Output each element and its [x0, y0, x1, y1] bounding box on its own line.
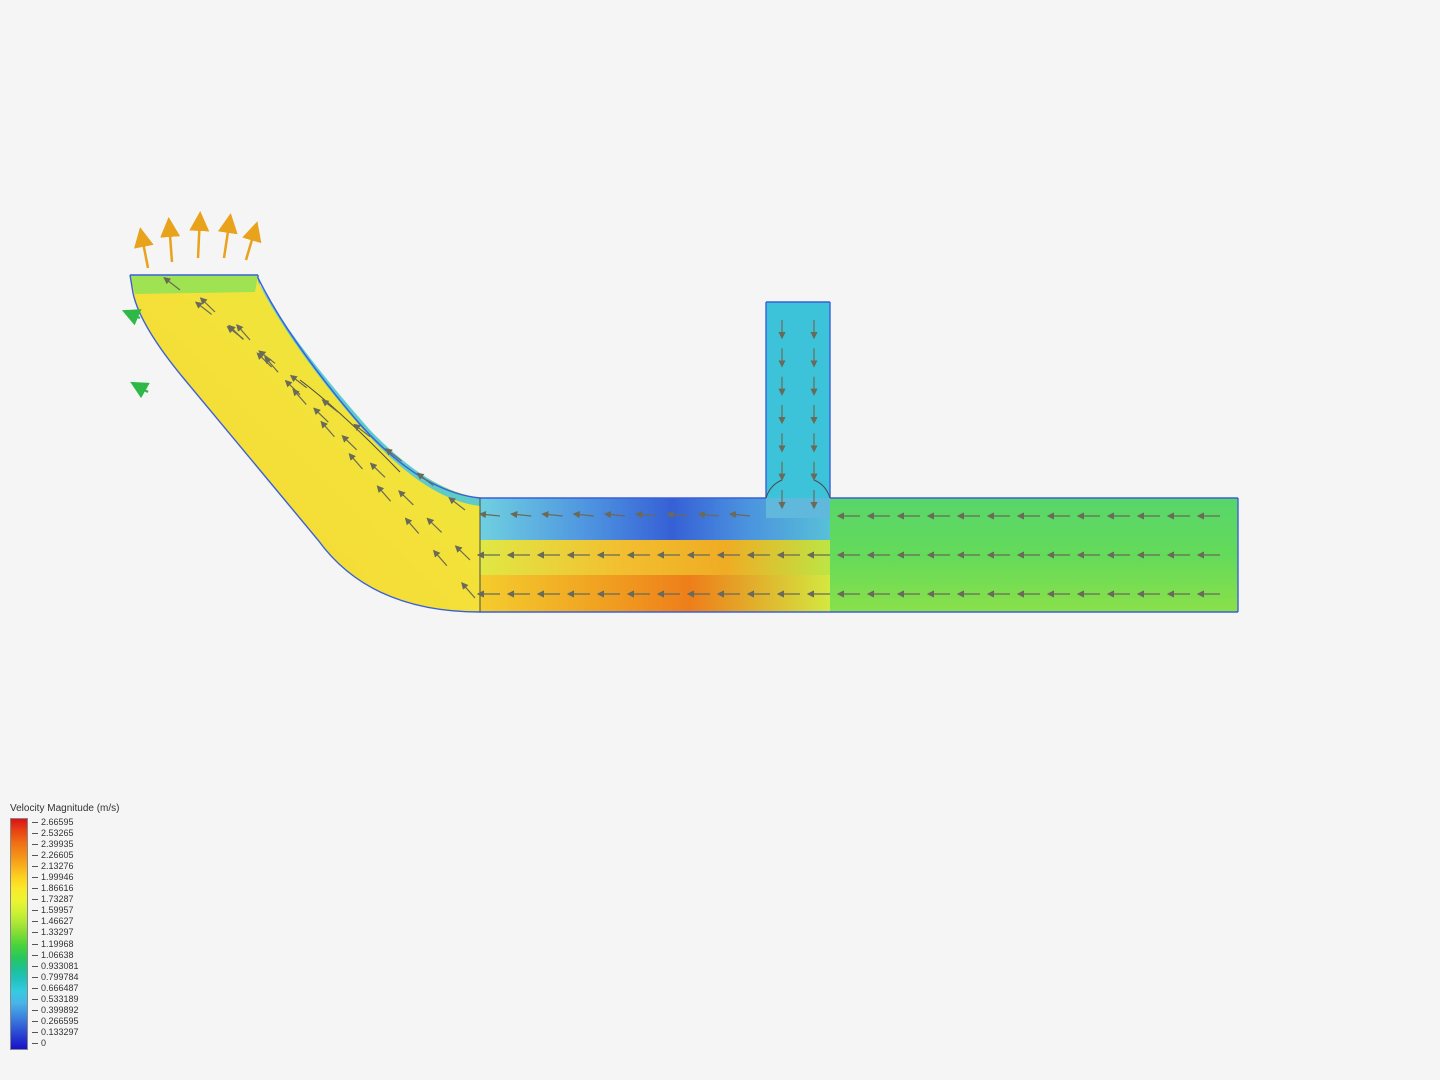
legend-tick: 1.86616: [32, 884, 79, 893]
legend-tick: 0.666487: [32, 984, 79, 993]
legend-tick: 1.59957: [32, 906, 79, 915]
junction-bot-layer: [480, 575, 830, 612]
bend-outlet-tip: [130, 275, 258, 294]
pipe-bend: [130, 275, 480, 612]
legend-tick: 2.39935: [32, 840, 79, 849]
legend-colorbar: [10, 818, 28, 1050]
legend-tick: 1.19968: [32, 940, 79, 949]
legend-tick: 2.53265: [32, 829, 79, 838]
legend-tick: 1.06638: [32, 951, 79, 960]
legend-labels: 2.66595 2.53265 2.39935 2.26605 2.13276 1.999…: [28, 818, 79, 1048]
legend-tick: 2.66595: [32, 818, 79, 827]
cfd-visualization: [0, 0, 1440, 1080]
under-inlet: [766, 498, 830, 518]
legend-tick: 0.266595: [32, 1017, 79, 1026]
legend-tick: 0.933081: [32, 962, 79, 971]
legend-tick: 0.799784: [32, 973, 79, 982]
legend-title: Velocity Magnitude (m/s): [10, 803, 120, 814]
legend-tick: 0.133297: [32, 1028, 79, 1037]
legend-tick: 1.46627: [32, 917, 79, 926]
legend-tick: 0.399892: [32, 1006, 79, 1015]
legend-tick: 2.26605: [32, 851, 79, 860]
pipe-inlet: [766, 302, 830, 498]
legend-tick: 1.99946: [32, 873, 79, 882]
legend-tick: 1.73287: [32, 895, 79, 904]
legend-tick: 0: [32, 1039, 79, 1048]
legend-tick: 0.533189: [32, 995, 79, 1004]
junction-mid-layer: [480, 540, 830, 575]
legend-tick: 1.33297: [32, 928, 79, 937]
color-legend: Velocity Magnitude (m/s) 2.665952.532652…: [10, 803, 120, 1050]
legend-tick: 2.13276: [32, 862, 79, 871]
